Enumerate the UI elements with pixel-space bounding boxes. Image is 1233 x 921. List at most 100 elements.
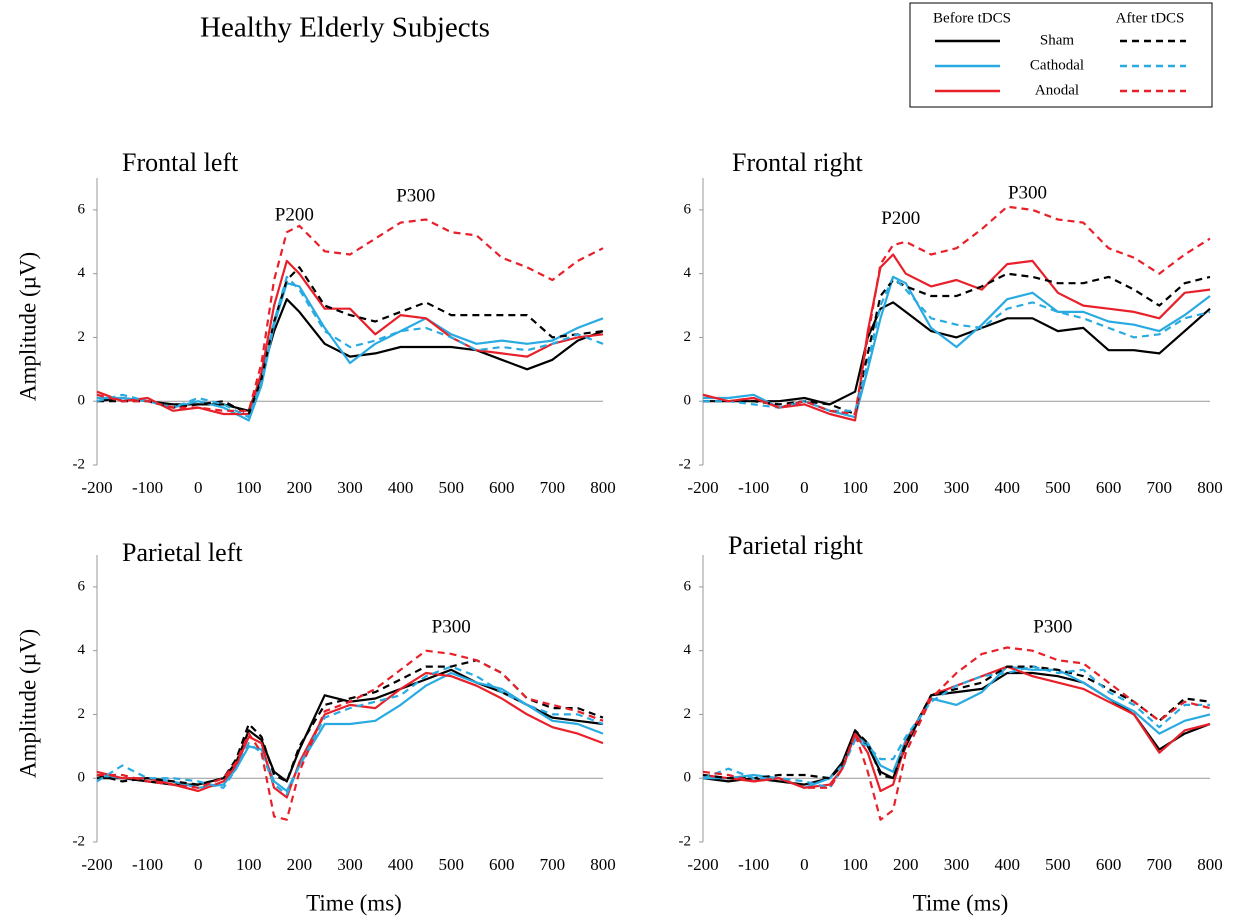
x-tick-label: 500 (1045, 855, 1071, 874)
y-tick-label: 0 (78, 770, 86, 786)
panel-title: Frontal left (122, 148, 239, 177)
legend-label: Cathodal (1030, 57, 1084, 73)
x-tick-label: 0 (194, 478, 203, 497)
y-tick-label: 6 (684, 201, 692, 217)
y-tick-label: 6 (78, 578, 86, 594)
y-tick-label: 6 (78, 201, 86, 217)
x-tick-label: 200 (893, 855, 919, 874)
peak-annotation: P300 (396, 185, 435, 206)
x-tick-label: 700 (1147, 478, 1173, 497)
y-tick-label: 4 (684, 642, 692, 658)
y-tick-label: 0 (78, 393, 86, 409)
x-tick-label: 0 (800, 478, 809, 497)
x-tick-label: 600 (1096, 478, 1122, 497)
legend-header: After tDCS (1116, 10, 1185, 26)
x-tick-label: 0 (194, 855, 203, 874)
y-tick-label: -2 (73, 456, 86, 472)
panel-title: Parietal left (122, 538, 243, 567)
x-tick-label: 500 (438, 478, 464, 497)
x-tick-label: 200 (287, 855, 313, 874)
data-line (96, 671, 604, 799)
x-tick-label: 600 (1096, 855, 1122, 874)
peak-annotation: P200 (881, 208, 920, 229)
panel-title: Parietal right (728, 531, 864, 560)
data-line (703, 275, 1211, 419)
peak-annotation: P200 (275, 205, 314, 226)
data-line (702, 205, 1211, 416)
y-tick-label: 0 (684, 393, 692, 409)
x-tick-label: 400 (388, 855, 414, 874)
x-tick-label: 800 (590, 855, 616, 874)
x-tick-label: -100 (132, 855, 163, 874)
x-axis-label: Time (ms) (913, 890, 1009, 915)
y-tick-label: 4 (78, 642, 86, 658)
peak-annotation: P300 (1008, 182, 1047, 203)
x-tick-label: 300 (337, 478, 363, 497)
legend-header: Before tDCS (933, 10, 1011, 26)
legend-label: Sham (1040, 32, 1075, 48)
y-tick-label: 2 (78, 706, 86, 722)
y-tick-label: 2 (684, 329, 692, 345)
y-tick-label: 0 (684, 770, 692, 786)
data-line (96, 259, 604, 416)
x-tick-label: 200 (893, 478, 919, 497)
x-axis-label: Time (ms) (306, 890, 402, 915)
x-tick-label: 800 (590, 478, 616, 497)
x-tick-label: 700 (1147, 855, 1173, 874)
x-tick-label: 400 (994, 855, 1020, 874)
x-tick-label: 300 (944, 478, 970, 497)
y-tick-label: 2 (684, 706, 692, 722)
legend-label: Anodal (1035, 82, 1079, 98)
y-axis-label: Amplitude (µV) (15, 252, 40, 401)
y-tick-label: 6 (684, 578, 692, 594)
data-line (97, 668, 604, 786)
x-tick-label: 600 (489, 478, 515, 497)
y-tick-label: 4 (78, 265, 86, 281)
data-line (702, 665, 1211, 780)
y-tick-label: 2 (78, 329, 86, 345)
x-tick-label: -200 (81, 478, 112, 497)
x-tick-label: -100 (738, 478, 769, 497)
x-tick-label: 500 (438, 855, 464, 874)
data-line (96, 671, 604, 793)
legend-box (909, 2, 1213, 108)
x-tick-label: 700 (540, 855, 566, 874)
x-tick-label: -100 (132, 478, 163, 497)
data-line (96, 275, 604, 419)
x-tick-label: -200 (81, 855, 112, 874)
data-line (702, 646, 1211, 821)
x-tick-label: 400 (388, 478, 414, 497)
y-tick-label: 4 (684, 265, 692, 281)
data-line (702, 665, 1210, 789)
peak-annotation: P300 (1033, 617, 1072, 638)
data-line (96, 218, 604, 412)
x-tick-label: 500 (1045, 478, 1071, 497)
figure-title: Healthy Elderly Subjects (200, 12, 490, 44)
x-tick-label: 800 (1197, 855, 1223, 874)
x-tick-label: 200 (287, 478, 313, 497)
x-tick-label: 100 (236, 855, 262, 874)
x-tick-label: 600 (489, 855, 515, 874)
data-line (97, 649, 604, 821)
x-tick-label: 400 (994, 478, 1020, 497)
data-line (96, 665, 604, 796)
x-tick-label: 100 (236, 478, 262, 497)
data-line (97, 266, 604, 416)
x-tick-label: -200 (687, 855, 718, 874)
x-tick-label: 0 (800, 855, 809, 874)
y-axis-label: Amplitude (µV) (15, 629, 40, 778)
data-line (97, 282, 604, 422)
data-line (703, 272, 1211, 416)
data-line (703, 301, 1211, 406)
x-tick-label: -200 (687, 478, 718, 497)
data-line (703, 275, 1211, 412)
x-tick-label: 700 (540, 478, 566, 497)
x-tick-label: 800 (1197, 478, 1223, 497)
y-tick-label: -2 (73, 833, 86, 849)
data-line (96, 659, 604, 786)
y-tick-label: -2 (679, 833, 692, 849)
x-tick-label: 300 (337, 855, 363, 874)
x-tick-label: 300 (944, 855, 970, 874)
data-line (702, 253, 1211, 422)
